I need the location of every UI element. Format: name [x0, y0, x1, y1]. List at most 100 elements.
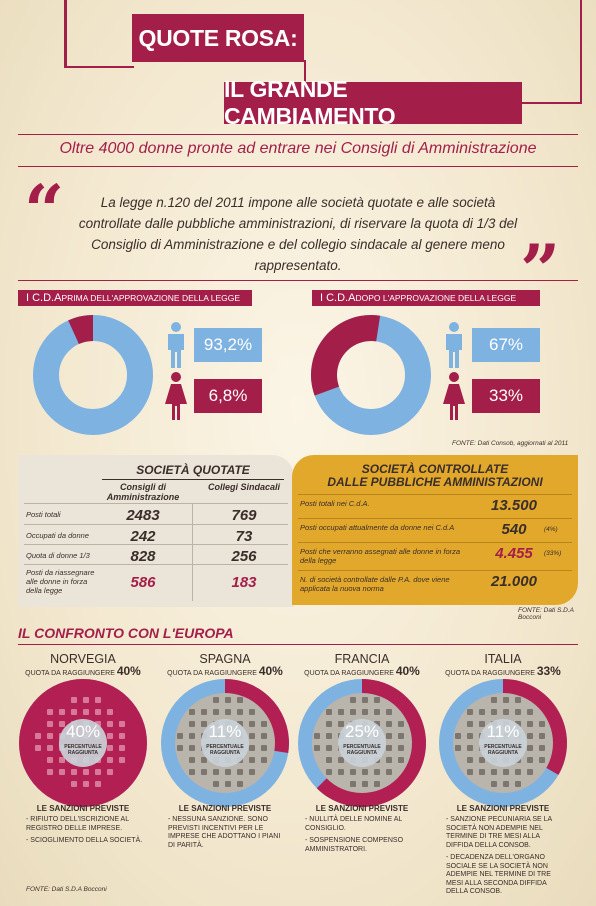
seat-icon — [398, 757, 404, 763]
seat-icon — [467, 709, 473, 715]
table-cell-cda: 2483 — [126, 507, 160, 524]
reached-label: PERCENTUALE — [484, 744, 522, 750]
seat-icon — [83, 769, 89, 775]
quota-label: QUOTA DA RAGGIUNGERE — [445, 670, 535, 677]
quota-target: QUOTA DA RAGGIUNGERE 40% — [13, 664, 153, 678]
female-icon — [443, 372, 465, 420]
table-cell-note: (33%) — [544, 550, 562, 557]
seat-icon — [249, 769, 255, 775]
country-name: NORVEGIA — [50, 652, 116, 666]
seat-icon — [515, 781, 521, 787]
seat-icon — [83, 709, 89, 715]
sanctions-list: - SANZIONE PECUNIARIA SE LA SOCIETÀ NON … — [446, 816, 562, 901]
table-row-label: Quota di donne 1/3 — [26, 551, 90, 560]
seat-icon — [467, 757, 473, 763]
seat-icon — [338, 709, 344, 715]
sanctions-list: - RIFIUTO DELL'ISCRIZIONE AL REGISTRO DE… — [26, 816, 146, 850]
seat-icon — [326, 721, 332, 727]
seat-icon — [249, 721, 255, 727]
seat-icon — [83, 697, 89, 703]
open-quote-icon: “ — [24, 169, 65, 252]
seat-icon — [95, 697, 101, 703]
reached-pct: 11% — [208, 722, 242, 741]
seat-icon — [326, 757, 332, 763]
seat-icon — [527, 769, 533, 775]
seat-icon — [467, 733, 473, 739]
center-badge — [59, 719, 107, 767]
quota-value: 40% — [395, 664, 420, 678]
seat-icon — [261, 721, 267, 727]
table-controllate-title: SOCIETÀ CONTROLLATE DALLE PUBBLICHE AMMI… — [327, 462, 543, 489]
table-cell-collegi: 769 — [231, 507, 257, 524]
seat-icon — [539, 745, 545, 751]
seat-icon — [47, 733, 53, 739]
seat-icon — [398, 745, 404, 751]
title-connector — [64, 0, 67, 68]
seat-icon — [107, 745, 113, 751]
seat-icon — [189, 709, 195, 715]
seat-icon — [249, 709, 255, 715]
row-separator — [298, 570, 572, 571]
seat-icon — [225, 709, 231, 715]
donut-women-slice — [68, 315, 93, 345]
men-pct-after: 67% — [472, 328, 540, 362]
quota-value: 40% — [116, 664, 141, 678]
seat-icon — [189, 757, 195, 763]
seat-icon — [374, 709, 380, 715]
divider — [18, 644, 578, 645]
seat-icon — [503, 697, 509, 703]
row-separator — [298, 542, 572, 543]
row-separator — [24, 524, 288, 525]
women-pct-after: 33% — [472, 379, 540, 413]
seat-icon — [95, 781, 101, 787]
seat-icon — [225, 781, 231, 787]
seat-icon — [386, 745, 392, 751]
seat-icon — [201, 709, 207, 715]
seat-icon — [71, 697, 77, 703]
sanctions-title: LE SANZIONI PREVISTE — [36, 804, 130, 813]
center-badge — [479, 719, 527, 767]
table-row-label: Posti totali nei C.d.A. — [300, 499, 370, 508]
seat-icon — [189, 733, 195, 739]
seat-icon — [201, 721, 207, 727]
source-consob: FONTE: Dati Consob, aggiornati al 2011 — [452, 440, 569, 447]
table-cell-note: (4%) — [544, 526, 558, 533]
seat-icon — [362, 709, 368, 715]
table-row-label: Posti da riassegnare alle donne in forza… — [26, 568, 95, 595]
row-separator — [24, 564, 288, 565]
source-bocconi: FONTE: Dati S.D.A Bocconi — [518, 607, 574, 621]
seat-icon — [59, 721, 65, 727]
col-header-collegi: Collegi Sindacali — [207, 482, 281, 492]
title-connector-h — [64, 66, 134, 68]
seat-icon — [455, 745, 461, 751]
seat-icon — [386, 709, 392, 715]
row-separator — [298, 518, 572, 519]
seat-icon — [59, 757, 65, 763]
underline — [102, 479, 284, 480]
seat-icon — [467, 769, 473, 775]
seat-icon — [338, 721, 344, 727]
title-line-1: QUOTE ROSA: — [132, 14, 304, 62]
seat-icon — [350, 709, 356, 715]
seat-icon — [326, 769, 332, 775]
seat-icon — [491, 697, 497, 703]
seat-icon — [237, 697, 243, 703]
quota-label: QUOTA DA RAGGIUNGERE — [167, 670, 257, 677]
seat-icon — [47, 745, 53, 751]
seat-icon — [107, 733, 113, 739]
country-donut — [161, 679, 289, 807]
reached-label: RAGGIUNTA — [68, 750, 98, 756]
reached-label: RAGGIUNTA — [210, 750, 240, 756]
men-pct-before: 93,2% — [194, 328, 262, 362]
table-quotate-title: SOCIETÀ QUOTATE — [136, 463, 250, 477]
quota-target: QUOTA DA RAGGIUNGERE 40% — [292, 664, 432, 678]
divider — [18, 166, 578, 167]
divider — [18, 280, 578, 281]
seat-icon — [237, 709, 243, 715]
seat-icon — [386, 757, 392, 763]
seat-icon — [362, 697, 368, 703]
table-row-label: N. di società controllate dalle P.A. dov… — [300, 575, 450, 593]
seat-icon — [350, 781, 356, 787]
seat-icon — [261, 757, 267, 763]
